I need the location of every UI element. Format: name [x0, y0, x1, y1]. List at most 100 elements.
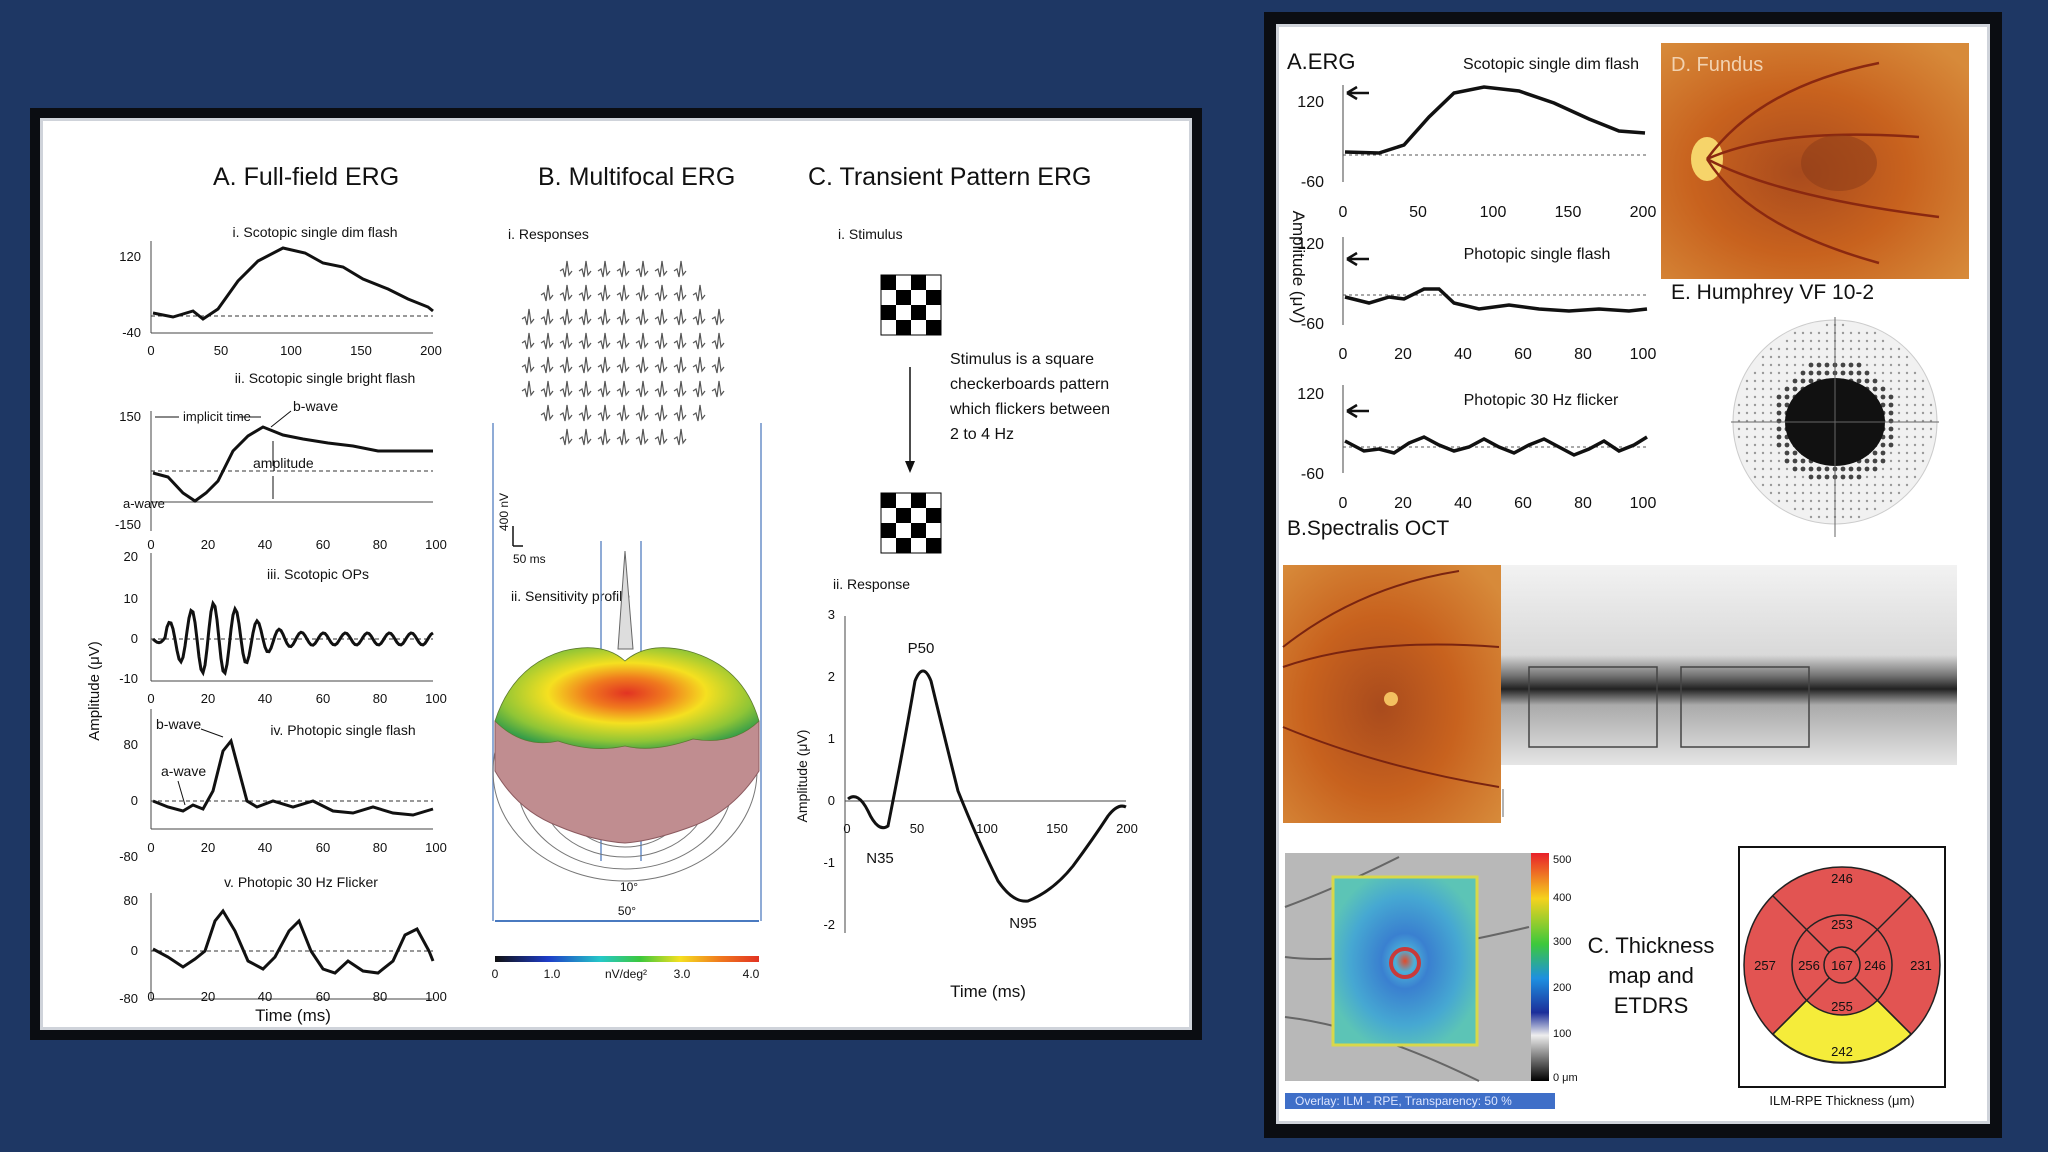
svg-text:implicit time: implicit time — [183, 409, 251, 424]
svg-text:400: 400 — [1553, 892, 1571, 904]
mf-response-trace — [673, 284, 687, 302]
right-erg-title: A.ERG — [1287, 49, 1355, 74]
svg-text:D. Fundus: D. Fundus — [1671, 54, 1763, 76]
mf-response-trace — [559, 284, 573, 302]
svg-text:255: 255 — [1831, 999, 1853, 1014]
svg-text:150: 150 — [1046, 821, 1068, 836]
mf-response-trace — [616, 308, 630, 326]
svg-text:20: 20 — [201, 537, 215, 552]
mf-response-trace — [673, 260, 687, 278]
svg-text:150: 150 — [350, 343, 372, 358]
mf-response-trace — [692, 356, 706, 374]
svg-text:b-wave: b-wave — [293, 398, 338, 414]
svg-text:257: 257 — [1754, 958, 1776, 973]
mf-response-trace — [559, 332, 573, 350]
mf-response-trace — [635, 332, 649, 350]
mf-response-trace — [540, 308, 554, 326]
svg-text:ii. Sensitivity profile: ii. Sensitivity profile — [511, 588, 630, 604]
svg-text:iii. Scotopic OPs: iii. Scotopic OPs — [267, 566, 369, 582]
mf-response-trace — [597, 260, 611, 278]
svg-text:ILM-RPE Thickness (μm): ILM-RPE Thickness (μm) — [1769, 1093, 1914, 1108]
ffe-trace-5: v. Photopic 30 Hz Flicker 80 0 -80 0 20 … — [119, 874, 447, 1006]
svg-text:1: 1 — [828, 731, 835, 746]
svg-text:0: 0 — [1339, 495, 1348, 512]
svg-text:40: 40 — [258, 537, 272, 552]
svg-text:400 nV: 400 nV — [497, 493, 511, 531]
ffe-time-label: Time (ms) — [255, 1006, 331, 1025]
svg-text:80: 80 — [124, 893, 138, 908]
humphrey-vf: E. Humphrey VF 10-2 — [1671, 281, 1939, 537]
svg-text:amplitude: amplitude — [253, 455, 314, 471]
mf-response-trace — [597, 284, 611, 302]
mf-response-trace — [578, 260, 592, 278]
svg-text:40: 40 — [1454, 495, 1472, 512]
mf-response-trace — [578, 380, 592, 398]
svg-text:Scotopic single dim flash: Scotopic single dim flash — [1463, 56, 1639, 73]
svg-text:80: 80 — [373, 537, 387, 552]
mf-response-trace — [635, 356, 649, 374]
svg-text:a-wave: a-wave — [123, 496, 165, 511]
svg-text:50: 50 — [910, 821, 924, 836]
svg-text:80: 80 — [1574, 346, 1592, 363]
svg-text:-60: -60 — [1301, 316, 1324, 333]
svg-text:0: 0 — [131, 631, 138, 646]
svg-text:Stimulus is a square: Stimulus is a square — [950, 351, 1094, 368]
svg-text:10: 10 — [124, 591, 138, 606]
mf-response-trace — [616, 380, 630, 398]
svg-text:3: 3 — [828, 607, 835, 622]
ffe-amplitude-label: Amplitude (μV) — [86, 641, 103, 741]
svg-text:120: 120 — [1297, 236, 1324, 253]
spectralis-oct: B.Spectralis OCT — [1282, 517, 1957, 823]
mf-response-trace — [654, 380, 668, 398]
svg-text:100: 100 — [1630, 346, 1657, 363]
svg-text:-150: -150 — [115, 517, 141, 532]
mf-response-trace — [521, 356, 535, 374]
ffe-trace-1: i. Scotopic single dim flash 120 -40 0 5… — [119, 224, 442, 358]
svg-text:N95: N95 — [1009, 915, 1037, 932]
mf-response-trace — [654, 404, 668, 422]
svg-text:20: 20 — [201, 691, 215, 706]
svg-text:200: 200 — [1630, 204, 1657, 221]
ffe-trace-4: iv. Photopic single flash 80 0 -80 0 20 … — [119, 709, 447, 864]
mf-response-trace — [673, 356, 687, 374]
svg-text:checkerboards pattern: checkerboards pattern — [950, 376, 1109, 393]
svg-text:100: 100 — [1480, 204, 1507, 221]
mf-response-trace — [692, 308, 706, 326]
mf-response-trace — [597, 404, 611, 422]
svg-text:100: 100 — [425, 840, 447, 855]
svg-text:100: 100 — [425, 691, 447, 706]
mf-response-trace — [597, 428, 611, 446]
svg-text:2 to 4 Hz: 2 to 4 Hz — [950, 426, 1014, 443]
mf-response-trace — [540, 284, 554, 302]
svg-text:100: 100 — [280, 343, 302, 358]
svg-text:60: 60 — [1514, 346, 1532, 363]
mf-response-trace — [711, 356, 725, 374]
checkerboard-stimulus-1 — [880, 274, 942, 336]
svg-text:500: 500 — [1553, 854, 1571, 866]
svg-text:60: 60 — [316, 537, 330, 552]
svg-text:nV/deg²: nV/deg² — [605, 967, 647, 981]
mf-response-trace — [578, 332, 592, 350]
svg-text:20: 20 — [201, 840, 215, 855]
mf-response-trace — [711, 380, 725, 398]
svg-text:2: 2 — [828, 669, 835, 684]
mf-response-trace — [578, 404, 592, 422]
svg-text:80: 80 — [373, 691, 387, 706]
mf-response-trace — [578, 356, 592, 374]
right-trace-3: Photopic 30 Hz flicker 120 -60 0 20 40 6… — [1297, 385, 1656, 512]
svg-text:1.0: 1.0 — [544, 967, 561, 981]
mf-response-trace — [559, 356, 573, 374]
svg-text:60: 60 — [316, 691, 330, 706]
svg-text:40: 40 — [258, 691, 272, 706]
svg-text:40: 40 — [1454, 346, 1472, 363]
mf-response-trace — [578, 284, 592, 302]
right-figure-panel: A.ERG Amplitude (μV) Scotopic single dim… — [1276, 24, 1990, 1124]
svg-text:-80: -80 — [119, 849, 138, 864]
svg-text:a-wave: a-wave — [161, 763, 206, 779]
ffe-trace-3: iii. Scotopic OPs 20 10 0 -10 0 20 40 60… — [119, 549, 447, 706]
svg-text:0: 0 — [1339, 346, 1348, 363]
mf-response-trace — [540, 404, 554, 422]
mf-response-trace — [635, 284, 649, 302]
svg-text:60: 60 — [1514, 495, 1532, 512]
svg-text:Time (ms): Time (ms) — [950, 982, 1026, 1001]
